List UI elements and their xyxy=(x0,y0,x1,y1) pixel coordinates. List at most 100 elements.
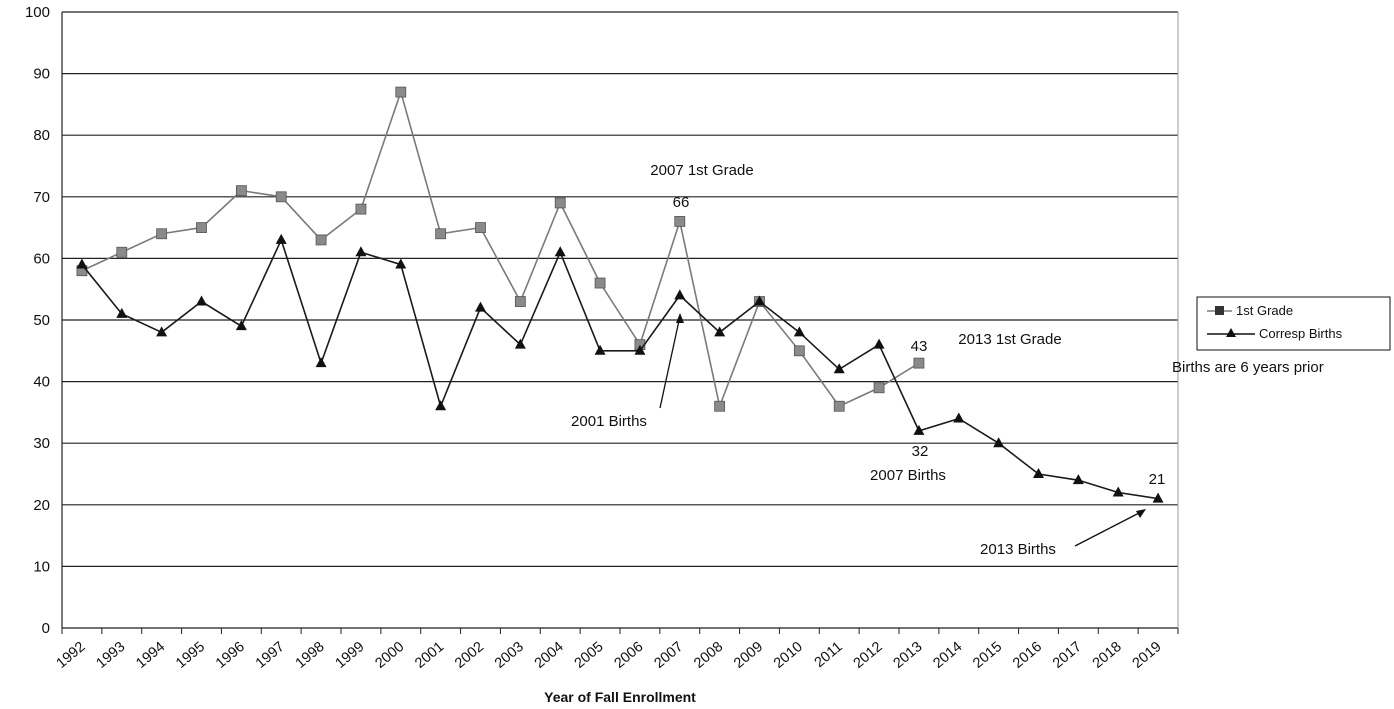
series-line xyxy=(81,89,920,410)
point-2017 xyxy=(1072,474,1084,485)
x-tick-label-2016: 2016 xyxy=(1010,639,1045,672)
y-tick-label-20: 20 xyxy=(33,497,50,514)
x-tick-label-1993: 1993 xyxy=(93,639,128,672)
x-tick-label-2007: 2007 xyxy=(651,639,686,672)
x-tick-label-2019: 2019 xyxy=(1130,639,1165,672)
y-tick-label-70: 70 xyxy=(33,189,50,206)
point-2014 xyxy=(953,412,965,423)
x-tick-label-1999: 1999 xyxy=(332,639,367,672)
annotation-2007-1st-grade: 2007 1st Grade xyxy=(650,162,753,179)
x-tick-label-2009: 2009 xyxy=(731,639,766,672)
point-1993 xyxy=(116,246,128,258)
point-1997 xyxy=(275,233,287,244)
annotation-2007-births: 2007 Births xyxy=(870,467,946,484)
arrowhead-2001-births xyxy=(676,313,684,323)
point-1994 xyxy=(156,228,168,240)
point-2004 xyxy=(554,246,566,257)
point-2005 xyxy=(594,277,606,289)
series-corresp-births xyxy=(76,233,1164,503)
series-line xyxy=(81,237,1159,500)
x-tick-label-1997: 1997 xyxy=(253,639,288,672)
annotation-2013-1st-grade: 2013 1st Grade xyxy=(958,331,1061,348)
point-1998 xyxy=(315,357,327,368)
y-tick-label-40: 40 xyxy=(33,374,50,391)
x-tick-label-2000: 2000 xyxy=(372,639,407,672)
legend-label-1st-grade: 1st Grade xyxy=(1236,303,1293,318)
point-1995 xyxy=(196,222,207,234)
point-1992 xyxy=(76,258,88,269)
point-2012 xyxy=(873,382,885,394)
point-2008 xyxy=(714,400,726,412)
y-tick-label-100: 100 xyxy=(25,4,50,21)
legend-marker-square xyxy=(1215,306,1224,315)
x-tick-label-2012: 2012 xyxy=(851,639,886,672)
point-1997 xyxy=(275,191,287,203)
point-2016 xyxy=(1033,468,1044,478)
point-2013 xyxy=(913,357,925,369)
annotation-2001-births: 2001 Births xyxy=(571,413,647,430)
y-tick-label-50: 50 xyxy=(33,312,50,329)
x-tick-label-2013: 2013 xyxy=(890,639,925,672)
point-2013 xyxy=(913,424,925,435)
point-1998 xyxy=(315,234,327,246)
gridlines xyxy=(61,11,1179,629)
x-tick-label-1995: 1995 xyxy=(173,639,208,672)
point-2007 xyxy=(674,216,686,227)
point-2001 xyxy=(435,400,447,411)
point-2003 xyxy=(514,338,526,349)
x-tick-label-2010: 2010 xyxy=(771,639,806,672)
point-2011 xyxy=(833,400,845,412)
point-2012 xyxy=(873,338,885,349)
x-tick-label-2002: 2002 xyxy=(452,639,487,672)
arrow-2001-births xyxy=(659,315,681,409)
x-tick-label-1992: 1992 xyxy=(53,639,88,672)
annotation-2013-births: 2013 Births xyxy=(980,541,1056,558)
x-tick-label-1994: 1994 xyxy=(133,639,168,672)
note-births-prior: Births are 6 years prior xyxy=(1172,359,1324,376)
point-1996 xyxy=(235,320,247,331)
annotation-value-66: 66 xyxy=(673,194,690,211)
point-2010 xyxy=(793,326,805,337)
point-1999 xyxy=(355,203,367,215)
point-1995 xyxy=(196,295,207,306)
legend-box xyxy=(1196,296,1391,351)
annotation-value-21: 21 xyxy=(1149,471,1166,488)
point-2000 xyxy=(395,258,407,269)
legend-marker-triangle xyxy=(1226,328,1236,337)
point-2004 xyxy=(554,197,566,209)
x-tick-label-1998: 1998 xyxy=(293,639,328,672)
point-2002 xyxy=(475,301,486,312)
point-2000 xyxy=(395,86,407,98)
y-tick-label-10: 10 xyxy=(33,558,50,575)
x-tick-label-2004: 2004 xyxy=(532,639,567,672)
arrowhead-2013-births xyxy=(1136,509,1146,518)
x-tick-label-2006: 2006 xyxy=(611,639,646,672)
point-2005 xyxy=(594,344,606,355)
point-2002 xyxy=(475,222,486,234)
y-tick-label-30: 30 xyxy=(33,435,50,452)
point-2011 xyxy=(833,363,845,374)
x-axis-label: Year of Fall Enrollment xyxy=(544,689,696,705)
y-tick-label-80: 80 xyxy=(33,127,50,144)
x-tick-label-2014: 2014 xyxy=(930,639,965,672)
annotations: 2007 1st Grade 66 2001 Births 43 2013 1s… xyxy=(571,162,1165,558)
x-tick-label-2008: 2008 xyxy=(691,639,726,672)
point-2006 xyxy=(634,344,646,355)
point-2015 xyxy=(993,437,1005,448)
x-tick-label-2018: 2018 xyxy=(1090,639,1125,672)
x-tick-label-2015: 2015 xyxy=(970,639,1005,672)
legend-label-corresp-births: Corresp Births xyxy=(1259,326,1343,341)
point-2010 xyxy=(793,345,805,357)
point-1994 xyxy=(156,326,168,337)
y-tick-label-0: 0 xyxy=(42,620,50,637)
point-2008 xyxy=(714,326,726,337)
point-2001 xyxy=(435,228,447,240)
x-tick-label-2001: 2001 xyxy=(412,639,447,672)
x-tick-label-2011: 2011 xyxy=(812,639,846,671)
y-tick-label-60: 60 xyxy=(33,250,50,267)
legend: 1st Grade Corresp Births xyxy=(1196,296,1391,351)
point-2003 xyxy=(514,296,526,307)
point-2009 xyxy=(754,295,765,306)
x-tick-label-2005: 2005 xyxy=(572,639,607,672)
